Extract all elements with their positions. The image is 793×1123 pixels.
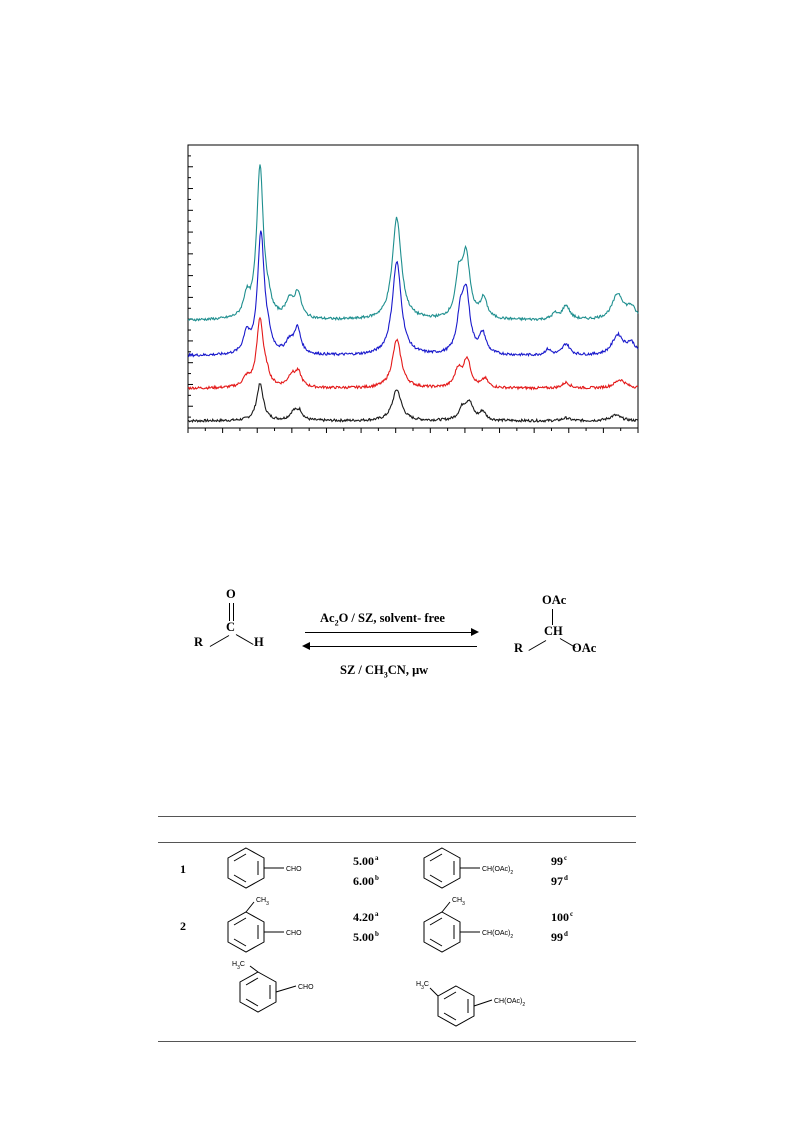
table-rule-bottom: [158, 1041, 636, 1042]
reactant-carbon: C: [226, 620, 236, 634]
forward-condition: Ac2O / SZ, solvent- free: [320, 611, 445, 628]
yield-1c: 99c: [551, 854, 568, 868]
acylal-label: CH(OAc)2: [482, 866, 513, 876]
time-1a: 5.00a: [353, 854, 379, 868]
m-tolualdehyde-structure: H3C CHO: [232, 961, 314, 1013]
methyl-label: CH3: [452, 897, 465, 907]
methyl-label: H3C: [232, 961, 245, 971]
benzaldehyde-structure: CHO: [227, 847, 302, 889]
bond-c-h: [235, 634, 254, 645]
table-rule-top: [158, 816, 636, 817]
backward-arrow-shaft: [305, 646, 477, 647]
acylal-label: CH(OAc)2: [482, 930, 513, 940]
product-oac-top: OAc: [542, 593, 567, 607]
time-1b: 6.00b: [353, 874, 379, 888]
series-line-4: [187, 164, 639, 322]
aldehyde-label: CHO: [286, 930, 302, 937]
time-2b: 5.00b: [353, 930, 379, 944]
product-ch: CH: [544, 624, 563, 638]
reactant-oxygen: O: [226, 587, 236, 601]
reactant-h: H: [254, 635, 264, 649]
backward-condition: SZ / CH3CN, μw: [340, 663, 429, 680]
series-line-2: [187, 316, 639, 391]
time-2a: 4.20a: [353, 910, 379, 924]
forward-arrow-head: [471, 628, 479, 636]
o-tolualdehyde-structure: CH3 CHO: [227, 897, 302, 953]
aldehyde-label: CHO: [286, 866, 302, 873]
bond-ch-r: [528, 640, 547, 651]
axis-ticks: [187, 144, 639, 433]
yield-2c: 100c: [551, 910, 574, 924]
methylbenzylidene-diacetate-structure: CH3 CH(OAc)2: [423, 897, 513, 953]
bond-ch-oac-top: [552, 609, 553, 625]
backward-arrow-head: [302, 642, 310, 650]
yield-1d: 97d: [551, 874, 568, 888]
reactant-r: R: [194, 635, 204, 649]
reaction-scheme: O C R H Ac2O / SZ, solvent- free SZ / CH…: [190, 585, 620, 695]
yield-2d: 99d: [551, 930, 568, 944]
carbonyl-bond-1: [229, 603, 230, 621]
benzylidene-diacetate-structure: CH(OAc)2: [423, 847, 513, 889]
table-rule-header: [158, 842, 636, 843]
forward-arrow-shaft: [305, 632, 477, 633]
results-table: 1 CHO 5.00a 6.00b CH(OAc)2 99c 97d 2 CH3…: [158, 812, 636, 1044]
series-line-3: [187, 230, 639, 358]
methyl-label: CH3: [256, 897, 269, 907]
aldehyde-label: CHO: [298, 984, 314, 991]
bond-c-r: [209, 635, 230, 647]
product-r: R: [514, 641, 524, 655]
entry-1: 1: [180, 862, 186, 876]
xrd-stacked-plot: [187, 144, 639, 433]
entry-2: 2: [180, 919, 186, 933]
acylal-label: CH(OAc)2: [494, 998, 525, 1008]
diffraction-series: [187, 164, 639, 423]
methyl-label: H3C: [416, 981, 429, 991]
series-line-1: [187, 383, 639, 423]
carbonyl-bond-2: [233, 603, 234, 621]
m-methylbenzylidene-diacetate-structure: H3C CH(OAc)2: [416, 981, 525, 1027]
product-oac-bottom: OAc: [572, 641, 597, 655]
